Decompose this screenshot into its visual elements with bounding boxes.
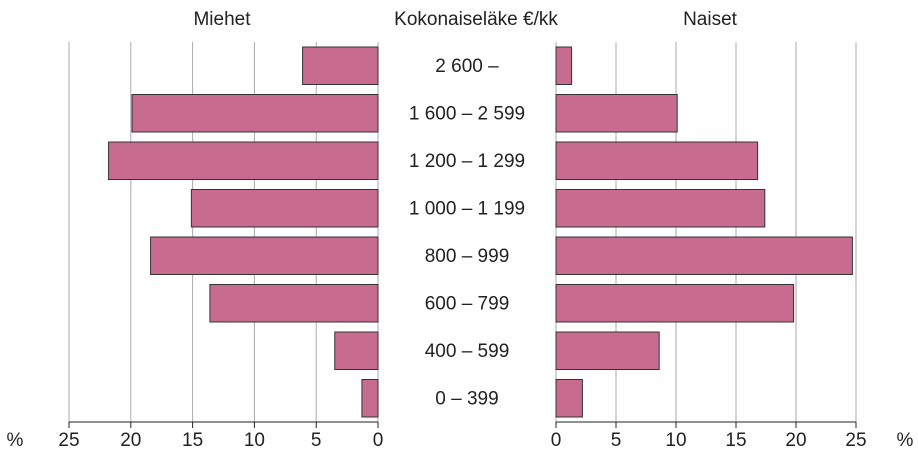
bar xyxy=(555,46,573,85)
bar xyxy=(334,331,379,370)
bar xyxy=(302,46,379,85)
x-tick-label: 0 xyxy=(373,430,384,451)
x-axis-label: % xyxy=(7,430,24,451)
bar xyxy=(555,189,766,228)
panel-title: Naiset xyxy=(683,9,738,30)
category-label: 2 600 – xyxy=(435,56,499,77)
x-tick-label: 5 xyxy=(311,430,322,451)
bar xyxy=(555,379,583,418)
category-label: 0 – 399 xyxy=(435,388,498,409)
x-axis-label: % xyxy=(897,430,914,451)
bar xyxy=(555,236,853,275)
x-tick-label: 20 xyxy=(785,430,806,451)
bar xyxy=(361,379,379,418)
x-tick-label: 15 xyxy=(182,430,203,451)
category-label: 800 – 999 xyxy=(425,246,510,267)
bar xyxy=(150,236,379,275)
bar xyxy=(555,141,759,180)
bar xyxy=(190,189,379,228)
x-tick-label: 0 xyxy=(551,430,562,451)
category-label: 400 – 599 xyxy=(425,341,510,362)
x-tick-label: 20 xyxy=(120,430,141,451)
x-tick-label: 15 xyxy=(725,430,746,451)
x-tick-label: 10 xyxy=(665,430,686,451)
x-tick-label: 10 xyxy=(244,430,265,451)
x-tick-label: 25 xyxy=(58,430,79,451)
x-tick-label: 25 xyxy=(845,430,866,451)
category-label: 1 000 – 1 199 xyxy=(409,198,525,219)
category-label: 600 – 799 xyxy=(425,293,510,314)
category-label: 1 600 – 2 599 xyxy=(409,103,525,124)
x-tick-label: 5 xyxy=(611,430,622,451)
bar xyxy=(555,331,660,370)
bar xyxy=(555,284,795,323)
bar xyxy=(131,94,379,133)
bar xyxy=(209,284,379,323)
center-title: Kokonaiseläke €/kk xyxy=(394,9,558,30)
bar xyxy=(555,94,678,133)
bar xyxy=(108,141,379,180)
panel-title: Miehet xyxy=(193,9,251,30)
category-label: 1 200 – 1 299 xyxy=(409,151,525,172)
